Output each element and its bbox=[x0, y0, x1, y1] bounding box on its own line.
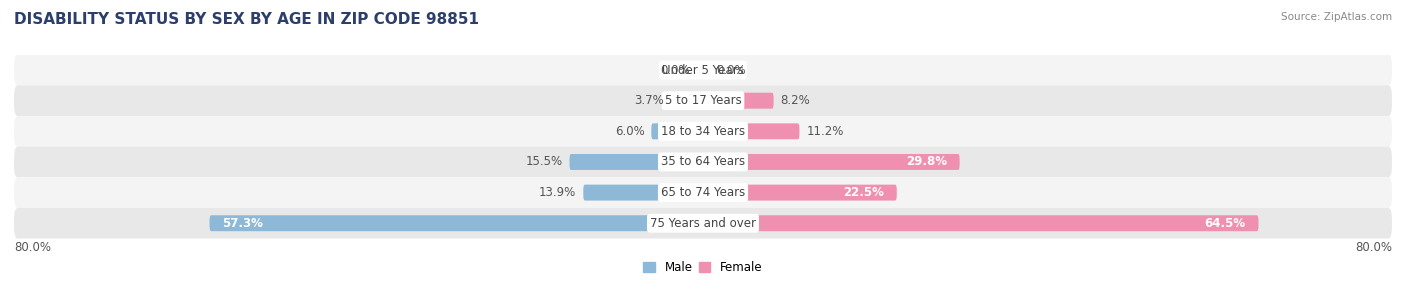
FancyBboxPatch shape bbox=[703, 154, 960, 170]
FancyBboxPatch shape bbox=[209, 215, 703, 231]
FancyBboxPatch shape bbox=[14, 208, 1392, 239]
Text: 75 Years and over: 75 Years and over bbox=[650, 217, 756, 230]
FancyBboxPatch shape bbox=[14, 177, 1392, 208]
Text: 35 to 64 Years: 35 to 64 Years bbox=[661, 155, 745, 168]
Text: 15.5%: 15.5% bbox=[526, 155, 562, 168]
FancyBboxPatch shape bbox=[703, 123, 800, 139]
Text: 29.8%: 29.8% bbox=[905, 155, 946, 168]
Text: 18 to 34 Years: 18 to 34 Years bbox=[661, 125, 745, 138]
Text: 80.0%: 80.0% bbox=[1355, 241, 1392, 254]
Text: Under 5 Years: Under 5 Years bbox=[662, 64, 744, 77]
Text: 5 to 17 Years: 5 to 17 Years bbox=[665, 94, 741, 107]
FancyBboxPatch shape bbox=[569, 154, 703, 170]
FancyBboxPatch shape bbox=[651, 123, 703, 139]
Text: 64.5%: 64.5% bbox=[1205, 217, 1246, 230]
Legend: Male, Female: Male, Female bbox=[638, 256, 768, 278]
Text: 6.0%: 6.0% bbox=[614, 125, 644, 138]
Text: 0.0%: 0.0% bbox=[661, 64, 690, 77]
Text: 0.0%: 0.0% bbox=[716, 64, 745, 77]
Text: Source: ZipAtlas.com: Source: ZipAtlas.com bbox=[1281, 12, 1392, 22]
Text: 80.0%: 80.0% bbox=[14, 241, 51, 254]
FancyBboxPatch shape bbox=[14, 55, 1392, 85]
FancyBboxPatch shape bbox=[583, 185, 703, 201]
Text: 65 to 74 Years: 65 to 74 Years bbox=[661, 186, 745, 199]
Text: 57.3%: 57.3% bbox=[222, 217, 263, 230]
Text: 8.2%: 8.2% bbox=[780, 94, 810, 107]
FancyBboxPatch shape bbox=[14, 116, 1392, 147]
FancyBboxPatch shape bbox=[14, 85, 1392, 116]
Text: 11.2%: 11.2% bbox=[807, 125, 844, 138]
Text: 13.9%: 13.9% bbox=[538, 186, 576, 199]
FancyBboxPatch shape bbox=[703, 215, 1258, 231]
FancyBboxPatch shape bbox=[14, 147, 1392, 177]
FancyBboxPatch shape bbox=[703, 93, 773, 109]
Text: 3.7%: 3.7% bbox=[634, 94, 664, 107]
Text: 22.5%: 22.5% bbox=[844, 186, 884, 199]
Text: DISABILITY STATUS BY SEX BY AGE IN ZIP CODE 98851: DISABILITY STATUS BY SEX BY AGE IN ZIP C… bbox=[14, 12, 479, 27]
FancyBboxPatch shape bbox=[671, 93, 703, 109]
FancyBboxPatch shape bbox=[703, 185, 897, 201]
